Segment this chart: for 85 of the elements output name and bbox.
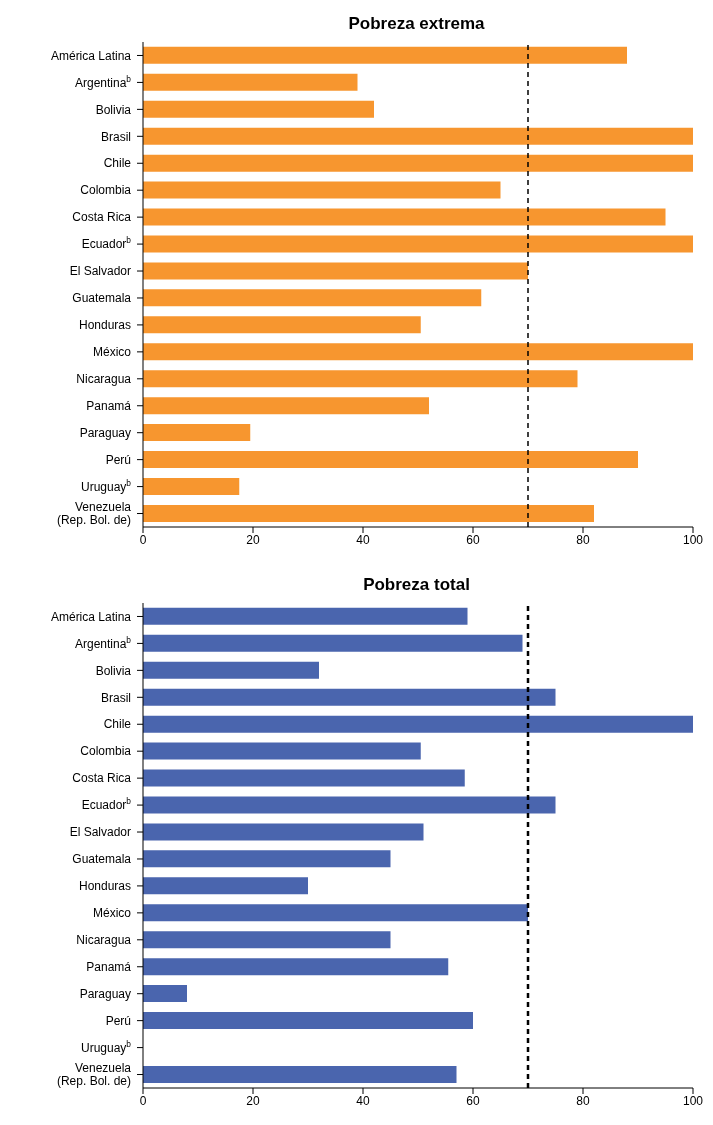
y-tick-label: Venezuela (Rep. Bol. de) bbox=[56, 1061, 132, 1089]
y-tick-label: Nicaragua bbox=[76, 372, 132, 387]
bar bbox=[143, 931, 391, 949]
x-tick-label: 20 bbox=[246, 532, 260, 547]
bar bbox=[143, 208, 666, 226]
y-tick-label: Colombia bbox=[80, 183, 132, 198]
y-tick-label: Bolivia bbox=[95, 663, 132, 678]
y-tick-label: Costa Rica bbox=[72, 771, 132, 786]
bar bbox=[143, 73, 358, 91]
bar bbox=[143, 127, 693, 145]
bar bbox=[143, 850, 391, 868]
bar bbox=[143, 181, 501, 199]
y-tick-label: Paraguay bbox=[79, 986, 131, 1001]
y-tick-label: Guatemala bbox=[72, 852, 132, 867]
x-tick-label: 20 bbox=[246, 1093, 260, 1108]
y-tick-label: Uruguay$^{b}$ bbox=[80, 1038, 132, 1055]
y-tick-label: Chile bbox=[103, 717, 132, 732]
bar bbox=[143, 343, 693, 361]
x-tick-label: 80 bbox=[576, 1093, 590, 1108]
bar bbox=[143, 607, 468, 625]
x-tick-label: 0 bbox=[139, 532, 147, 547]
y-tick-label: El Salvador bbox=[69, 264, 131, 279]
y-tick-label: Uruguay$^{b}$ bbox=[80, 477, 132, 494]
y-tick-label: América Latina bbox=[50, 48, 132, 63]
y-tick-label: América Latina bbox=[50, 609, 132, 624]
x-tick-label: 100 bbox=[682, 1093, 704, 1108]
y-tick-label: México bbox=[92, 345, 132, 360]
bar bbox=[143, 289, 482, 307]
y-tick-label: Brasil bbox=[100, 690, 131, 705]
bar bbox=[143, 397, 429, 415]
bar bbox=[143, 958, 449, 976]
bar bbox=[143, 877, 308, 895]
bar bbox=[143, 823, 424, 841]
y-tick-label: Honduras bbox=[78, 879, 131, 894]
y-tick-label: Guatemala bbox=[72, 291, 132, 306]
y-tick-label: Perú bbox=[105, 1013, 131, 1028]
y-tick-label: Argentina$^{b}$ bbox=[74, 634, 132, 651]
y-tick-label: Costa Rica bbox=[72, 210, 132, 225]
y-tick-label: México bbox=[92, 906, 132, 921]
y-tick-label: Ecuador$^{b}$ bbox=[81, 796, 132, 813]
x-tick-label: 40 bbox=[356, 1093, 370, 1108]
bar bbox=[143, 451, 638, 469]
x-tick-label: 60 bbox=[466, 1093, 480, 1108]
bar bbox=[143, 477, 240, 495]
bar bbox=[143, 634, 523, 652]
y-tick-label: Bolivia bbox=[95, 102, 132, 117]
y-tick-label: Panamá bbox=[86, 398, 132, 413]
y-tick-label: Argentina$^{b}$ bbox=[74, 73, 132, 90]
x-tick-label: 80 bbox=[576, 532, 590, 547]
y-tick-label: Brasil bbox=[100, 129, 131, 144]
y-tick-label: Panamá bbox=[86, 959, 132, 974]
chart-title: Pobreza total bbox=[362, 574, 471, 595]
y-tick-label: Colombia bbox=[80, 744, 132, 759]
y-tick-label: Venezuela (Rep. Bol. de) bbox=[56, 500, 132, 528]
bar bbox=[143, 235, 693, 253]
bar bbox=[143, 1065, 457, 1083]
bar bbox=[143, 504, 594, 522]
chart-title: Pobreza extrema bbox=[347, 13, 486, 34]
bar bbox=[143, 424, 251, 442]
bar bbox=[143, 316, 421, 334]
bar bbox=[143, 154, 693, 172]
bar bbox=[143, 46, 627, 64]
y-tick-label: Nicaragua bbox=[76, 933, 132, 948]
bar bbox=[143, 769, 465, 787]
bar bbox=[143, 742, 421, 760]
bar bbox=[143, 661, 319, 679]
bar bbox=[143, 796, 556, 814]
bar bbox=[143, 688, 556, 706]
x-tick-label: 100 bbox=[682, 532, 704, 547]
y-tick-label: Paraguay bbox=[79, 425, 131, 440]
x-tick-label: 40 bbox=[356, 532, 370, 547]
bar bbox=[143, 904, 528, 922]
bar bbox=[143, 985, 187, 1003]
bar bbox=[143, 1012, 473, 1030]
bar bbox=[143, 100, 374, 118]
y-tick-label: Ecuador$^{b}$ bbox=[81, 235, 132, 252]
bar bbox=[143, 262, 528, 280]
x-tick-label: 60 bbox=[466, 532, 480, 547]
bar bbox=[143, 370, 578, 388]
y-tick-label: El Salvador bbox=[69, 825, 131, 840]
y-tick-label: Perú bbox=[105, 452, 131, 467]
y-tick-label: Honduras bbox=[78, 318, 131, 333]
y-tick-label: Chile bbox=[103, 156, 132, 171]
bar bbox=[143, 715, 693, 733]
x-tick-label: 0 bbox=[139, 1093, 147, 1108]
